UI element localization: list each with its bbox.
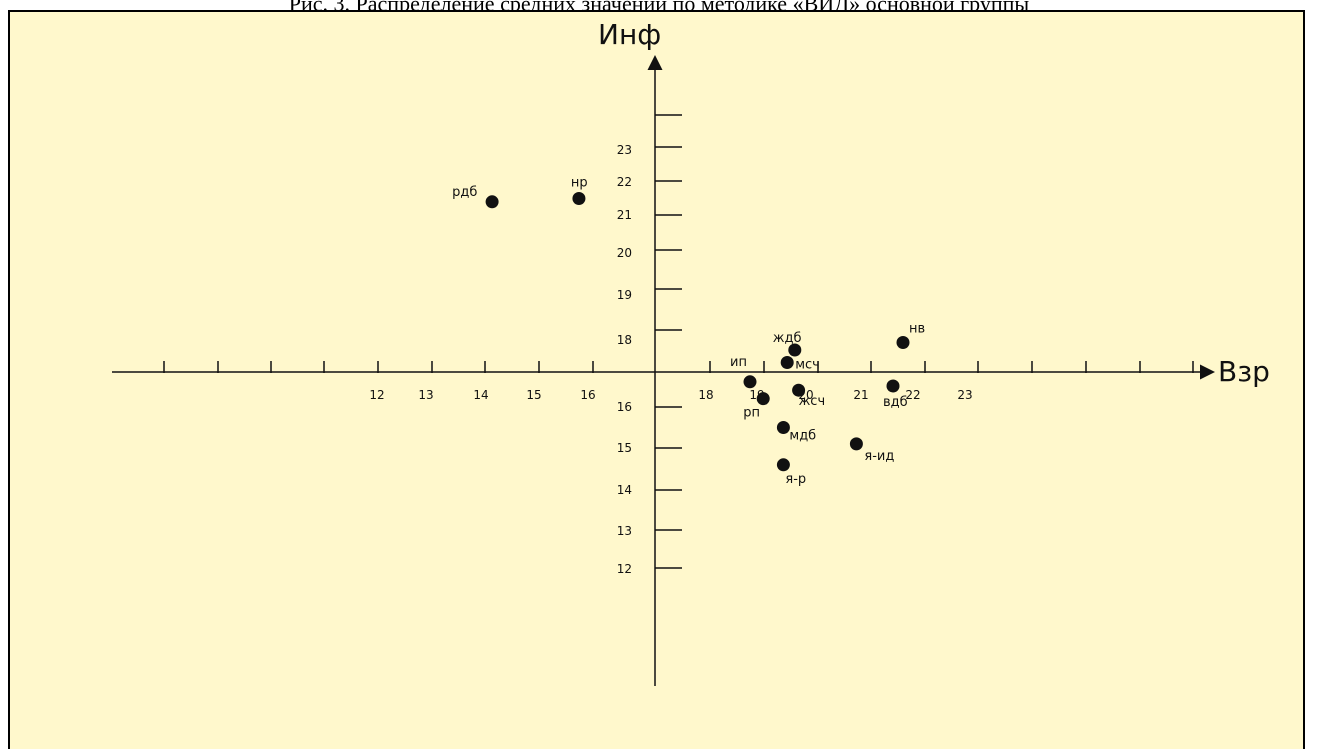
data-point: [849, 437, 863, 451]
data-point: [572, 192, 586, 205]
data-point-label: рдб: [452, 185, 477, 200]
x-tick-label: 21: [853, 388, 868, 402]
x-tick-label: 22: [905, 388, 920, 402]
data-point: [780, 356, 794, 369]
data-point-label: я-р: [785, 472, 806, 487]
data-point: [776, 421, 790, 434]
data-point: [792, 383, 806, 397]
y-tick-label: 13: [617, 524, 632, 538]
data-point-label: нв: [909, 322, 925, 337]
data-point-label: вдб: [883, 395, 908, 410]
x-tick-label: 23: [957, 388, 972, 402]
y-tick-label: 18: [617, 333, 632, 347]
x-tick-label: 18: [698, 388, 713, 402]
data-point-label: жсч: [799, 394, 826, 409]
x-tick-label: 12: [369, 388, 384, 402]
y-tick-label: 12: [617, 562, 632, 576]
data-point: [756, 392, 770, 406]
data-point-label: мдб: [789, 429, 816, 444]
y-tick-label: 19: [617, 288, 632, 302]
data-point-label: мсч: [795, 358, 820, 373]
data-point: [485, 195, 499, 209]
y-tick-label: 14: [617, 483, 632, 497]
data-point-label: нр: [571, 176, 588, 191]
data-point: [776, 458, 790, 472]
x-tick-label: 14: [473, 388, 488, 402]
data-point-label: рп: [743, 406, 760, 421]
data-point-label: ждб: [773, 331, 802, 346]
x-tick-label: 16: [580, 388, 595, 402]
data-point: [896, 336, 910, 349]
y-tick-label: 15: [617, 441, 632, 455]
y-tick-label: 21: [617, 208, 632, 222]
y-tick-label: 22: [617, 175, 632, 189]
x-tick-label: 15: [526, 388, 541, 402]
y-tick-label: 16: [617, 400, 632, 414]
y-tick-label: 20: [617, 246, 632, 260]
data-point: [788, 343, 802, 357]
data-point-label: я-ид: [864, 449, 894, 464]
data-point: [886, 379, 900, 393]
data-point: [743, 375, 757, 389]
data-point-label: ип: [730, 355, 747, 370]
x-axis-label: Взр: [1218, 355, 1270, 388]
x-tick-label: 13: [418, 388, 433, 402]
y-tick-label: 23: [617, 143, 632, 157]
chart-frame: [8, 10, 1305, 749]
y-axis-label: Инф: [598, 18, 661, 51]
